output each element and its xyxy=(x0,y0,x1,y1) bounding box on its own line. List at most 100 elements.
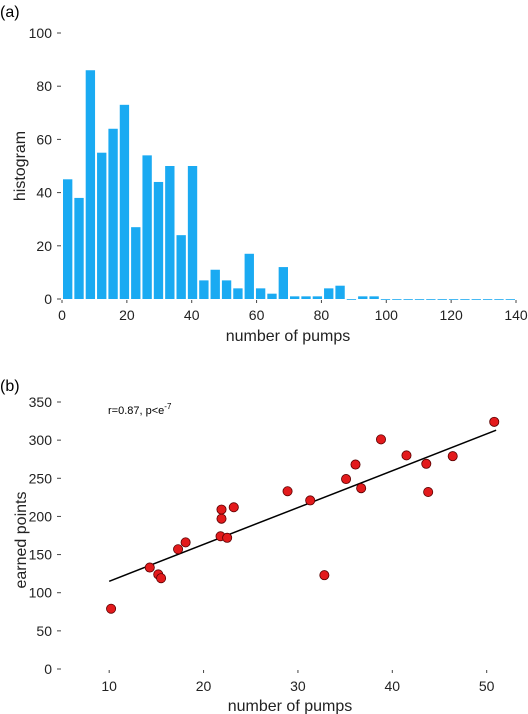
histogram-bar xyxy=(85,70,96,300)
histogram-bar xyxy=(63,179,73,299)
scatter-point xyxy=(222,532,233,543)
x-tick-label: 0 xyxy=(58,307,66,323)
histogram-bar xyxy=(97,152,107,299)
y-tick-label: 250 xyxy=(29,470,53,486)
y-tick-label: 60 xyxy=(36,131,52,147)
histogram-bar xyxy=(255,288,266,299)
y-tick-label: 0 xyxy=(44,291,52,307)
scatter-point xyxy=(180,537,191,548)
histogram-bar xyxy=(301,296,311,299)
y-tick-label: 300 xyxy=(29,432,53,448)
y-tick-label: 0 xyxy=(44,661,52,677)
scatter-point xyxy=(228,502,239,513)
histogram-bar xyxy=(142,155,152,299)
scatter-point xyxy=(489,416,500,427)
histogram-bar xyxy=(267,293,277,299)
histogram-bar xyxy=(471,299,481,300)
x-tick-label: 20 xyxy=(196,678,212,694)
histogram-bar xyxy=(324,288,334,299)
histogram-bar xyxy=(233,288,243,299)
correlation-annotation: r=0.87, p<e-7 xyxy=(108,402,172,417)
histogram-y-axis-label: histogram xyxy=(12,131,29,201)
correlation-exponent: -7 xyxy=(164,402,172,411)
y-tick-label: 20 xyxy=(36,238,52,254)
histogram-bar xyxy=(108,128,118,299)
histogram-bar xyxy=(403,299,413,300)
x-tick-label: 40 xyxy=(385,678,401,694)
panel-label-a: (a) xyxy=(0,4,20,21)
x-tick-label: 20 xyxy=(119,307,135,323)
histogram-bar xyxy=(199,280,209,299)
histogram-bar xyxy=(437,299,447,300)
x-tick-label: 120 xyxy=(439,307,463,323)
scatter-point xyxy=(423,487,434,498)
histogram-bar xyxy=(505,299,515,300)
scatter-y-axis-label: earned points xyxy=(13,492,30,589)
scatter-point xyxy=(305,495,316,506)
histogram-bar xyxy=(210,269,220,299)
panel-label-b: (b) xyxy=(0,378,20,395)
x-tick-label: 40 xyxy=(184,307,200,323)
scatter-panel: (b) 10 20 30 40 50 0 50 100 150 200 250 300 350 r=0.… xyxy=(0,378,500,714)
y-tick-label: 350 xyxy=(29,394,53,410)
scatter-point xyxy=(421,458,432,469)
scatter-points xyxy=(106,416,500,614)
histogram-x-axis-label: number of pumps xyxy=(226,328,351,345)
x-tick-label: 80 xyxy=(314,307,330,323)
scatter-point xyxy=(173,544,184,555)
histogram-bar xyxy=(460,299,470,300)
correlation-text: r=0.87, p<e xyxy=(108,405,164,417)
scatter-point xyxy=(447,451,458,462)
scatter-point xyxy=(375,434,386,445)
histogram-bar xyxy=(482,299,493,300)
histogram-bar xyxy=(392,299,402,300)
scatter-point xyxy=(319,570,330,581)
histogram-bar xyxy=(358,296,368,299)
y-tick-label: 80 xyxy=(36,78,52,94)
histogram-bar xyxy=(187,166,198,299)
x-tick-label: 140 xyxy=(504,307,528,323)
histogram-bar xyxy=(335,285,345,299)
histogram-bar xyxy=(414,299,425,300)
y-tick-label: 150 xyxy=(29,547,53,563)
scatter-point xyxy=(282,486,293,497)
x-tick-label: 30 xyxy=(290,678,306,694)
y-tick-label: 100 xyxy=(29,585,53,601)
y-tick-label: 200 xyxy=(29,508,53,524)
histogram-axes: 0 20 40 60 80 100 120 140 0 20 40 60 80 100 xyxy=(29,25,528,323)
scatter-point xyxy=(156,573,167,584)
y-tick-label: 100 xyxy=(29,25,53,41)
histogram-bar xyxy=(221,280,232,299)
x-tick-label: 100 xyxy=(375,307,399,323)
scatter-point xyxy=(341,474,352,485)
scatter-axes: 10 20 30 40 50 0 50 100 150 200 250 300 350 xyxy=(29,394,495,694)
histogram-bar xyxy=(369,296,379,299)
scatter-point xyxy=(356,483,367,494)
histogram-bar xyxy=(131,227,141,299)
scatter-point xyxy=(144,562,155,573)
histogram-bar xyxy=(494,299,504,300)
scatter-x-axis-label: number of pumps xyxy=(228,698,353,714)
scatter-point xyxy=(216,504,227,515)
histogram-bar xyxy=(312,296,323,299)
x-tick-label: 10 xyxy=(101,678,117,694)
histogram-bar xyxy=(176,235,186,299)
histogram-bars xyxy=(63,70,515,300)
scatter-point xyxy=(216,513,227,524)
histogram-bar xyxy=(153,181,164,299)
histogram-bar xyxy=(380,299,391,300)
histogram-panel: (a) 0 20 40 60 80 100 120 140 0 20 40 60 80 100 numbe… xyxy=(0,4,528,345)
histogram-bar xyxy=(119,104,130,299)
y-tick-label: 40 xyxy=(36,185,52,201)
histogram-bar xyxy=(346,299,357,300)
y-tick-label: 50 xyxy=(36,623,52,639)
x-tick-label: 50 xyxy=(479,678,495,694)
histogram-bar xyxy=(74,197,84,299)
histogram-bar xyxy=(165,166,175,299)
scatter-point xyxy=(401,450,412,461)
scatter-point xyxy=(350,459,361,470)
histogram-bar xyxy=(244,253,254,299)
histogram-bar xyxy=(290,296,300,299)
histogram-bar xyxy=(278,267,288,299)
